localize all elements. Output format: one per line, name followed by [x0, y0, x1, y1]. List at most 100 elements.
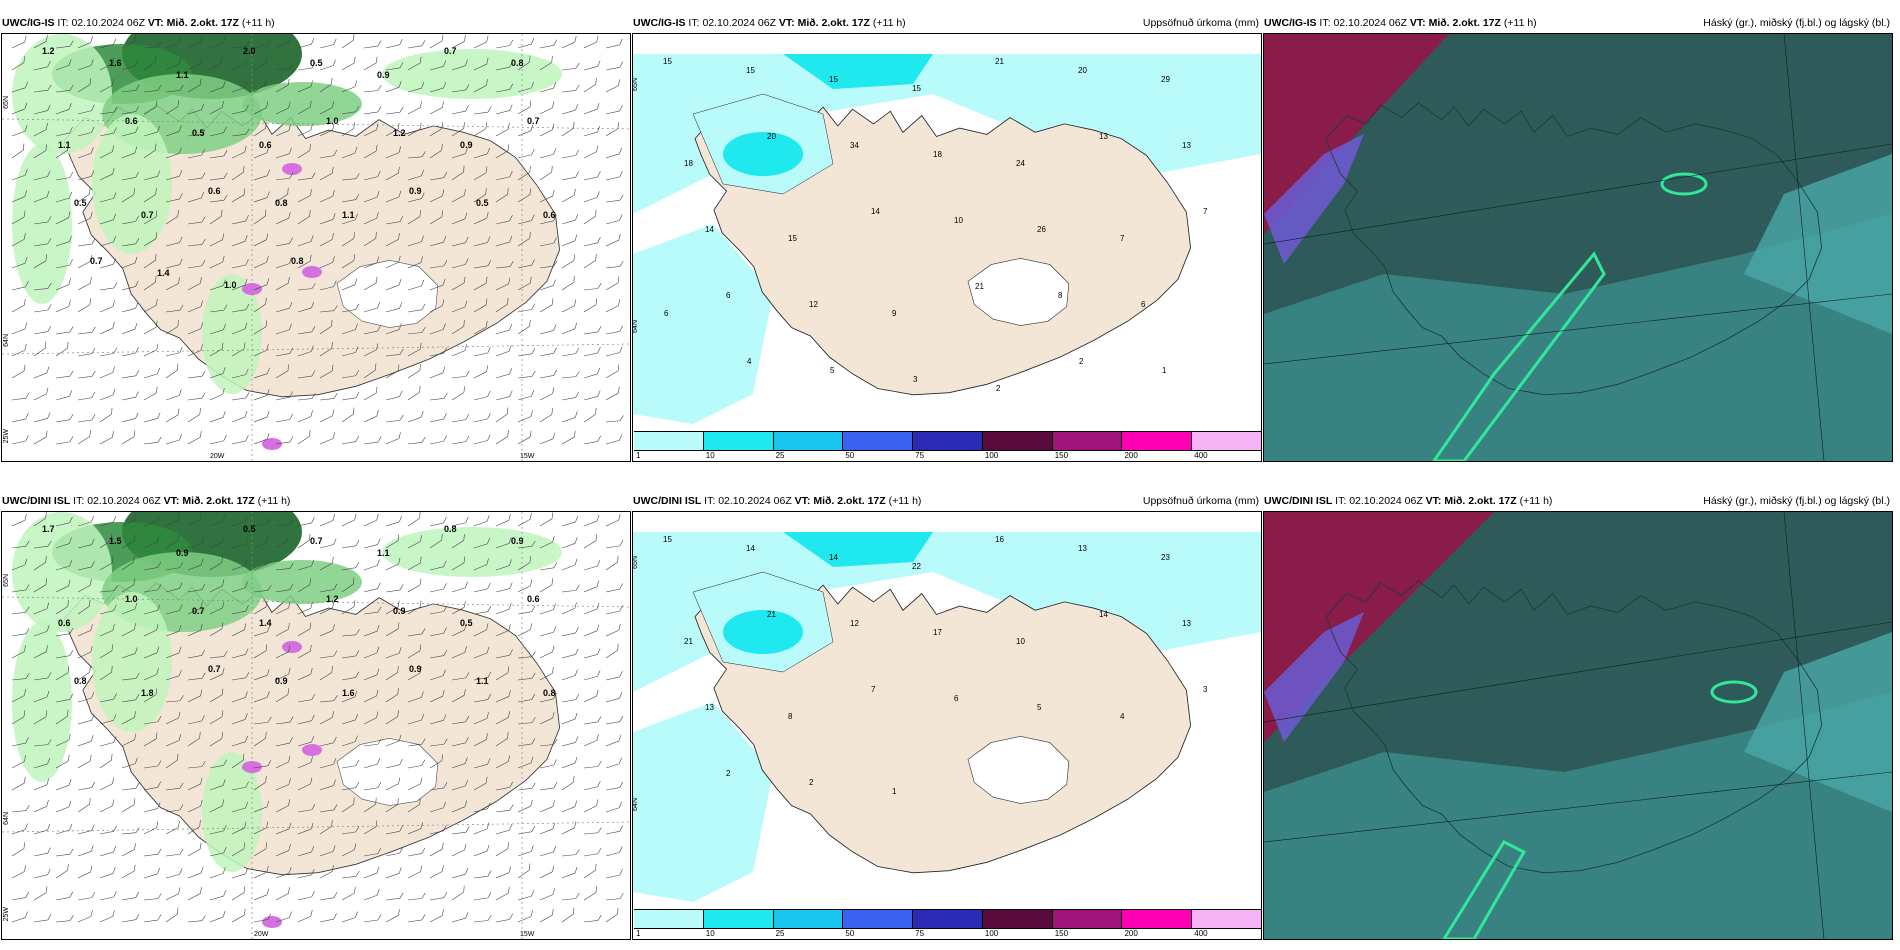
wind-barb [187, 78, 202, 93]
barb-shaft [253, 522, 268, 527]
wind-barb [11, 232, 26, 247]
barb-shaft [209, 562, 222, 571]
barb-shaft [473, 739, 487, 747]
wind-barb [11, 911, 28, 923]
barb-flag [443, 347, 447, 354]
barb-flag [398, 278, 402, 286]
wind-barb [517, 410, 533, 423]
wind-barb [495, 104, 513, 115]
barb-flag [157, 604, 161, 611]
barb-flag [464, 300, 468, 307]
barb-flag [333, 892, 338, 898]
barb-flag [485, 122, 487, 129]
barb-flag [244, 58, 248, 65]
barb-flag [178, 36, 182, 43]
barb-flag [113, 736, 117, 743]
barb-shaft [275, 84, 289, 93]
precip-value: 15 [788, 234, 797, 243]
barb-shaft [517, 519, 531, 527]
wind-barb [187, 601, 203, 615]
barb-shaft [341, 152, 356, 159]
barb-flag [487, 802, 491, 809]
wind-barb [341, 80, 358, 93]
barb-flag [332, 233, 334, 240]
colorbar-swatch [982, 910, 1053, 928]
wind-barb [121, 370, 140, 379]
barb-flag [575, 84, 580, 91]
wind-barb [209, 846, 227, 857]
barb-flag [200, 866, 204, 874]
barb-shaft [517, 722, 532, 725]
barb-flag [551, 908, 554, 916]
barb-shaft [429, 522, 444, 527]
wind-barb [495, 804, 514, 813]
barb-shaft [11, 440, 26, 445]
barb-flag [244, 410, 248, 418]
wind-barb [583, 209, 597, 225]
barb-flag [310, 909, 313, 917]
barb-shaft [341, 39, 354, 49]
precip-blob [12, 622, 72, 782]
wind-barb [341, 781, 360, 791]
gust-value: 1.8 [141, 688, 154, 698]
barb-shaft [363, 787, 378, 791]
barb-shaft [143, 349, 157, 357]
wind-barb [495, 866, 512, 879]
barb-flag [553, 347, 557, 354]
wind-barb [451, 885, 465, 901]
barb-flag [597, 560, 601, 567]
wind-barb [385, 166, 400, 181]
barb-flag [245, 648, 249, 655]
barb-flag [486, 733, 488, 740]
wind-barb [319, 758, 337, 769]
gust-value: 0.6 [208, 186, 221, 196]
wind-barb [99, 891, 117, 901]
barb-flag [574, 866, 578, 874]
wind-barb [143, 604, 161, 615]
barb-shaft [33, 260, 47, 269]
barb-shaft [605, 519, 619, 527]
barb-flag [200, 277, 202, 284]
barb-shaft [451, 153, 466, 159]
gust-value: 0.8 [444, 524, 457, 534]
barb-shaft [11, 651, 25, 659]
barb-shaft [165, 369, 178, 379]
barb-shaft [11, 716, 25, 725]
barb-flag [551, 298, 554, 305]
barb-shaft [605, 630, 619, 637]
barb-flag [574, 35, 577, 43]
wind-barb [231, 322, 248, 335]
wind-barb [99, 38, 117, 49]
barb-shaft [209, 348, 223, 357]
wind-barb [165, 193, 183, 203]
barb-flag [553, 369, 558, 376]
wind-barb [451, 435, 470, 445]
wind-barb [253, 691, 270, 703]
barb-shaft [363, 238, 376, 247]
wind-barb [11, 645, 26, 659]
wind-barb [121, 757, 138, 769]
wind-barb [495, 755, 510, 769]
grid-line [1264, 621, 1892, 723]
barb-shaft [33, 66, 48, 71]
barb-flag [311, 517, 315, 524]
barb-flag [619, 194, 624, 201]
wind-barb [77, 692, 95, 703]
wind-barb [385, 909, 400, 923]
wind-barb [275, 147, 292, 159]
map-frame [1263, 511, 1893, 940]
barb-flag [509, 214, 513, 221]
barb-shaft [385, 196, 400, 203]
barb-shaft [165, 309, 180, 313]
barb-flag [199, 842, 202, 850]
wind-barb [429, 649, 448, 659]
barb-flag [289, 62, 294, 69]
barb-shaft [495, 220, 510, 225]
barb-shaft [143, 808, 158, 813]
wind-barb [33, 886, 48, 901]
barb-flag [399, 515, 402, 522]
wind-barb [407, 364, 421, 379]
barb-shaft [275, 177, 290, 181]
barb-shaft [319, 785, 334, 791]
wind-barb [451, 779, 469, 791]
